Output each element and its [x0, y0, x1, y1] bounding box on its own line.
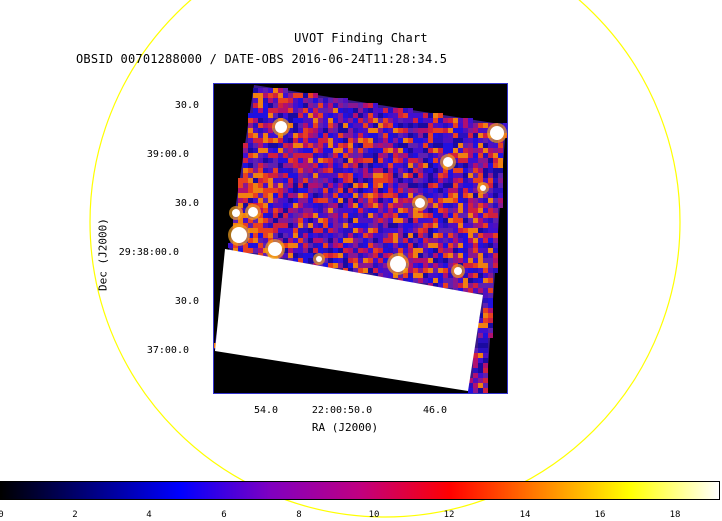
y-tick-label: 39:00.0 [146, 149, 189, 160]
colorbar-tick-label: 2 [72, 510, 78, 520]
x-axis-label: RA (J2000) [311, 421, 379, 434]
y-tick-label: 29:38:00.0 [118, 247, 179, 258]
x-tick-label: 22:00:50.0 [311, 405, 373, 416]
y-tick-label: 37:00.0 [146, 345, 189, 356]
colorbar-tick-label: 10 [368, 510, 380, 520]
colorbar-tick-label: 6 [221, 510, 227, 520]
y-tick-label: 30.0 [174, 100, 199, 111]
colorbar-tick-label: 18 [669, 510, 681, 520]
y-tick-label: 30.0 [174, 296, 199, 307]
colorbar-tick-label: 8 [296, 510, 302, 520]
star [248, 207, 258, 217]
colorbar-tick-label: 4 [146, 510, 152, 520]
chart-title: UVOT Finding Chart [294, 31, 428, 45]
y-tick-label: 30.0 [174, 198, 199, 209]
x-tick-label: 46.0 [422, 405, 448, 416]
star [480, 185, 486, 191]
y-axis-label: Dec (J2000) [96, 218, 110, 291]
star [443, 157, 453, 167]
x-tick-label: 54.0 [253, 405, 279, 416]
colorbar-tick-label: 16 [594, 510, 606, 520]
star [316, 256, 322, 262]
star [454, 267, 462, 275]
colorbar [0, 481, 720, 500]
colorbar-tick-label: 14 [519, 510, 531, 520]
star [490, 126, 504, 140]
chart-subtitle: OBSID 00701288000 / DATE-OBS 2016-06-24T… [76, 52, 448, 66]
colorbar-tick-label: 12 [443, 510, 455, 520]
noise-pixels [213, 88, 508, 393]
star [390, 256, 406, 272]
stars [228, 118, 507, 278]
star [232, 209, 240, 217]
saturated-region [215, 249, 483, 391]
colorbar-tick-label: 0 [0, 510, 4, 520]
star [231, 227, 247, 243]
image-field [213, 83, 508, 394]
star [415, 198, 425, 208]
star [268, 242, 282, 256]
star [275, 121, 287, 133]
